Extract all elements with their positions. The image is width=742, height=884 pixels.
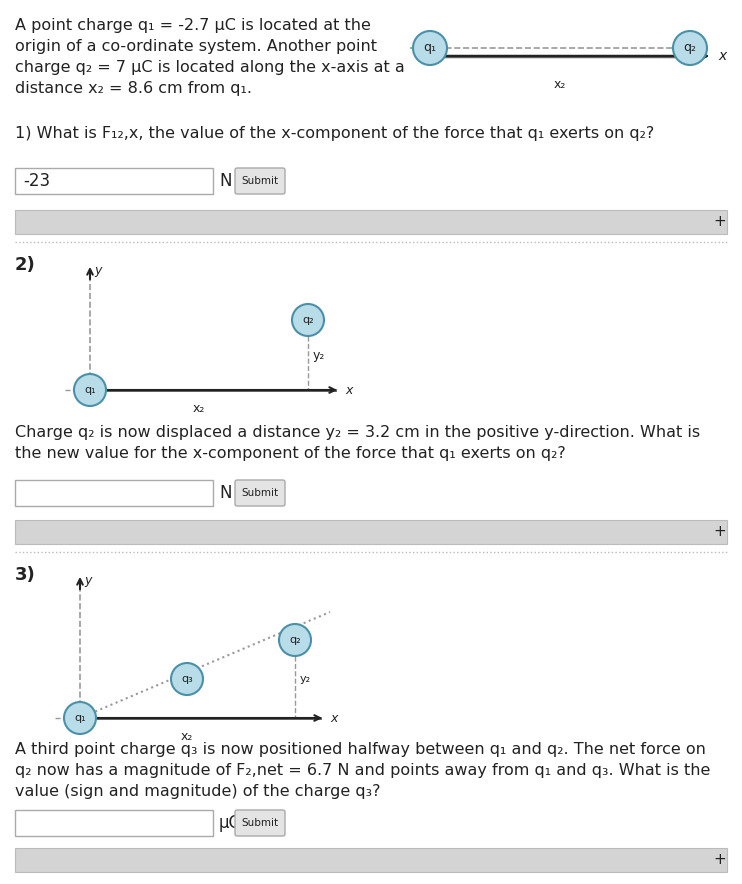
Text: A point charge q₁ = -2.7 μC is located at the: A point charge q₁ = -2.7 μC is located a… <box>15 18 371 33</box>
Circle shape <box>673 31 707 65</box>
FancyBboxPatch shape <box>15 210 727 234</box>
Text: N: N <box>219 484 232 502</box>
FancyBboxPatch shape <box>15 848 727 872</box>
Text: y: y <box>94 264 102 277</box>
Text: Submit: Submit <box>241 488 278 498</box>
Text: x: x <box>345 384 352 397</box>
Text: A third point charge q₃ is now positioned halfway between q₁ and q₂. The net for: A third point charge q₃ is now positione… <box>15 742 706 757</box>
Text: N: N <box>219 172 232 190</box>
FancyBboxPatch shape <box>235 168 285 194</box>
Text: 3): 3) <box>15 566 36 584</box>
Text: x: x <box>330 712 338 725</box>
Text: Submit: Submit <box>241 176 278 186</box>
Text: q₂ now has a magnitude of F₂,net = 6.7 N and points away from q₁ and q₃. What is: q₂ now has a magnitude of F₂,net = 6.7 N… <box>15 763 710 778</box>
Text: Charge q₂ is now displaced a distance y₂ = 3.2 cm in the positive y-direction. W: Charge q₂ is now displaced a distance y₂… <box>15 425 700 440</box>
Text: Submit: Submit <box>241 818 278 828</box>
Circle shape <box>279 624 311 656</box>
Text: x₂: x₂ <box>193 402 206 415</box>
Circle shape <box>292 304 324 336</box>
Text: q₂: q₂ <box>289 635 301 645</box>
Circle shape <box>171 663 203 695</box>
Text: +: + <box>714 852 726 867</box>
Text: q₁: q₁ <box>74 713 86 723</box>
Text: q₂: q₂ <box>302 315 314 325</box>
Text: q₁: q₁ <box>424 42 436 55</box>
FancyBboxPatch shape <box>15 810 213 836</box>
Text: 2): 2) <box>15 256 36 274</box>
Text: value (sign and magnitude) of the charge q₃?: value (sign and magnitude) of the charge… <box>15 784 381 799</box>
Text: y₂: y₂ <box>313 348 326 362</box>
Text: the new value for the x-component of the force that q₁ exerts on q₂?: the new value for the x-component of the… <box>15 446 565 461</box>
Text: y₂: y₂ <box>300 674 311 684</box>
Text: q₂: q₂ <box>683 42 697 55</box>
Text: q₁: q₁ <box>84 385 96 395</box>
FancyBboxPatch shape <box>15 480 213 506</box>
Text: y: y <box>84 574 91 587</box>
FancyBboxPatch shape <box>15 520 727 544</box>
FancyBboxPatch shape <box>15 168 213 194</box>
Text: +: + <box>714 524 726 539</box>
Circle shape <box>74 374 106 406</box>
Text: q₃: q₃ <box>181 674 193 684</box>
Circle shape <box>413 31 447 65</box>
Text: x: x <box>718 49 726 63</box>
Text: +: + <box>714 215 726 230</box>
Text: -23: -23 <box>23 172 50 190</box>
Text: distance x₂ = 8.6 cm from q₁.: distance x₂ = 8.6 cm from q₁. <box>15 81 252 96</box>
Text: x₂: x₂ <box>554 78 566 91</box>
Text: charge q₂ = 7 μC is located along the x-axis at a: charge q₂ = 7 μC is located along the x-… <box>15 60 404 75</box>
FancyBboxPatch shape <box>235 810 285 836</box>
Circle shape <box>64 702 96 734</box>
Text: origin of a co-ordinate system. Another point: origin of a co-ordinate system. Another … <box>15 39 377 54</box>
Text: x₂: x₂ <box>181 730 193 743</box>
Text: 1) What is F₁₂,x, the value of the x-component of the force that q₁ exerts on q₂: 1) What is F₁₂,x, the value of the x-com… <box>15 126 654 141</box>
Text: μC: μC <box>219 814 241 832</box>
FancyBboxPatch shape <box>235 480 285 506</box>
